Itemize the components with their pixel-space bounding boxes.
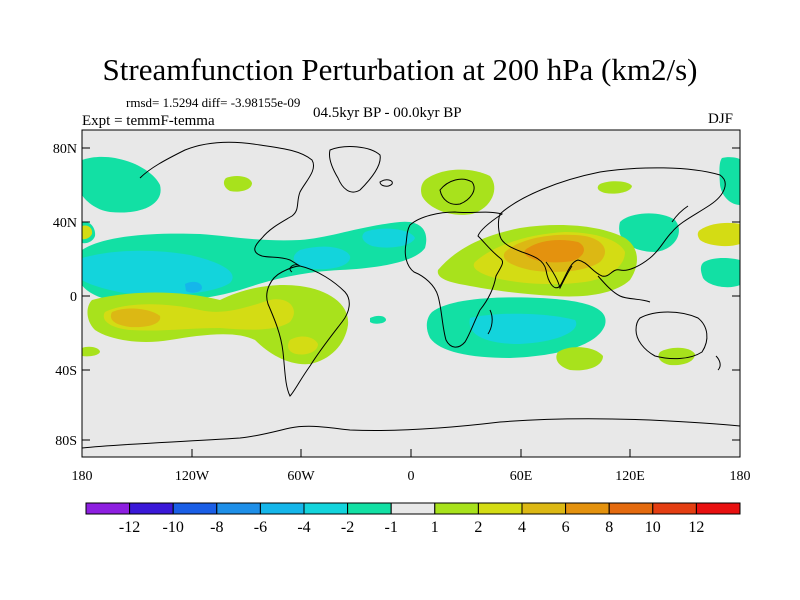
colorbar-swatch [259, 502, 305, 515]
colorbar: -12 -10 -8 -6 -4 -2 -1 1 2 4 6 8 10 12 [85, 502, 741, 536]
contour-pos-small-na [223, 175, 252, 192]
colorbar-label: -6 [254, 519, 267, 536]
colorbar-label: 6 [562, 519, 570, 536]
coast-japan [671, 205, 689, 223]
contour-fields [82, 156, 740, 371]
colorbar-swatch [216, 502, 261, 515]
colorbar-label: 2 [474, 519, 482, 536]
contour-pos2-west [82, 225, 93, 240]
coastlines [82, 141, 740, 449]
contour-pos-south-indian [556, 347, 603, 371]
lon-label-60e: 60E [510, 469, 533, 484]
lon-label-180e: 180 [730, 469, 751, 484]
colorbar-swatch [565, 502, 610, 515]
colorbar-swatch [477, 502, 523, 515]
lon-label-120w: 120W [175, 469, 210, 484]
contour-neg-small-atlantic [370, 315, 386, 324]
coast-north-america [139, 141, 314, 273]
coast-new-zealand [715, 355, 721, 371]
contour-pos2-east [697, 222, 740, 247]
colorbar-label: 4 [518, 519, 526, 536]
colorbar-label: 10 [645, 519, 661, 536]
colorbar-swatch [303, 502, 349, 515]
lat-label-0: 0 [70, 290, 77, 305]
colorbar-swatch [85, 502, 131, 515]
lon-label-180w: 180 [72, 469, 93, 484]
colorbar-swatch [129, 502, 174, 515]
lat-label-40s: 40S [55, 364, 77, 379]
lat-label-80n: 80N [53, 142, 77, 157]
coast-antarctica [82, 418, 740, 449]
plot-title: Streamfunction Perturbation at 200 hPa (… [102, 52, 698, 87]
contour-pos-southern-ocean [82, 346, 100, 357]
colorbar-label: -2 [341, 519, 354, 536]
contour-pos6-asia [524, 240, 584, 263]
coast-greenland [329, 146, 381, 193]
coast-south-america [266, 265, 350, 397]
coast-madagascar [487, 309, 493, 335]
colorbar-swatch [695, 502, 741, 515]
contour-neg2-atlantic [293, 246, 351, 270]
coast-se-asia [597, 275, 651, 303]
coast-asia [498, 167, 726, 289]
colorbar-label: -1 [385, 519, 398, 536]
coast-india [545, 261, 573, 290]
coast-europe-africa [404, 211, 504, 348]
colorbar-swatch [390, 502, 436, 515]
season-label: DJF [708, 111, 734, 127]
lat-label-80s: 80S [55, 434, 77, 449]
contour-pos-australia [658, 347, 695, 366]
colorbar-label: 8 [605, 519, 613, 536]
contour-pos2-patagonia [288, 336, 318, 355]
contour-pos4-pacific [110, 308, 161, 328]
colorbar-swatch [521, 502, 567, 515]
experiment-label: Expt = temmF-temma [82, 113, 215, 129]
coast-scandinavia [439, 178, 475, 205]
stats-text: rmsd= 1.5294 diff= -3.98155e-09 [126, 95, 301, 110]
contour-neg2-south-atlantic [469, 313, 577, 344]
contour-pos-north-atlantic [421, 169, 495, 215]
coast-iceland [379, 179, 393, 187]
latitude-axis [82, 147, 740, 441]
colorbar-label: -10 [163, 519, 184, 536]
colorbar-swatch [434, 502, 479, 515]
lon-label-0: 0 [408, 469, 415, 484]
contour-neg2-caribbean [362, 228, 415, 248]
colorbar-label: 1 [431, 519, 439, 536]
colorbar-label: -4 [297, 519, 310, 536]
colorbar-label: -12 [119, 519, 140, 536]
lat-label-40n: 40N [53, 216, 77, 231]
longitude-axis [81, 449, 741, 457]
contour-neg4-pacific [185, 281, 202, 293]
colorbar-label: -8 [210, 519, 223, 536]
contour-neg-east-edge [719, 157, 740, 205]
contour-neg-north-pacific [82, 156, 161, 213]
contour-neg-east-tropic [700, 258, 740, 288]
colorbar-label: 12 [688, 519, 704, 536]
lon-label-60w: 60W [287, 469, 315, 484]
period-label: 04.5kyr BP - 00.0kyr BP [313, 105, 462, 121]
colorbar-swatch [172, 502, 218, 515]
colorbar-swatch [652, 502, 697, 515]
colorbar-swatch [608, 502, 654, 515]
contour-pos-arctic [597, 181, 632, 194]
colorbar-swatch [347, 502, 392, 515]
lon-label-120e: 120E [615, 469, 645, 484]
coast-australia [635, 311, 708, 360]
